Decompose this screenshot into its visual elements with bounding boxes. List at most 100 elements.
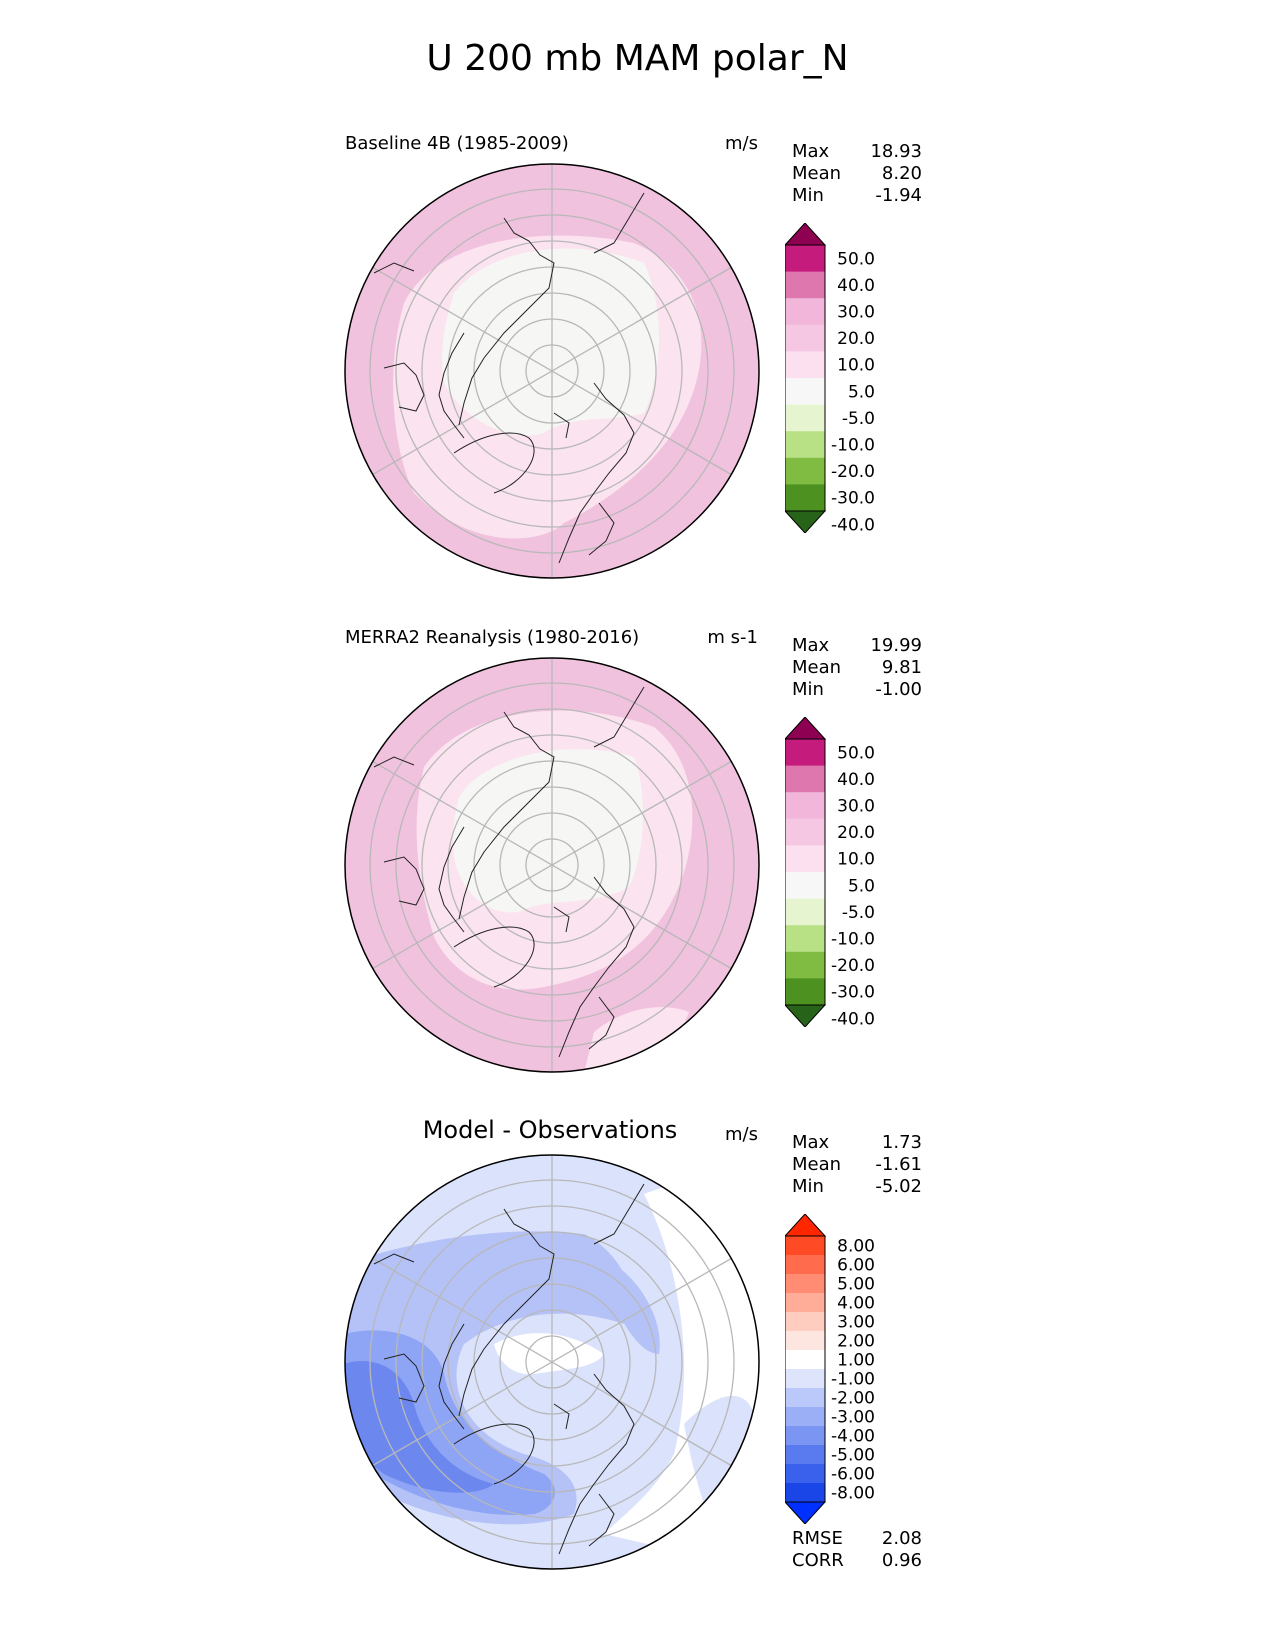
metric-value: 2.08 bbox=[881, 1528, 922, 1549]
colorbar-tick-label: -5.0 bbox=[842, 903, 875, 923]
polar-map-merra2 bbox=[344, 657, 760, 1073]
colorbar-segment bbox=[785, 739, 825, 767]
colorbar-tick-label: 3.00 bbox=[837, 1313, 875, 1333]
colorbar-tick-label: -1.00 bbox=[831, 1370, 875, 1390]
colorbar-segment bbox=[785, 484, 825, 512]
colorbar-extension-max bbox=[785, 1214, 827, 1237]
colorbar-tick-label: 5.0 bbox=[848, 876, 875, 896]
colorbar-segment bbox=[785, 1312, 825, 1332]
stat-label: Mean bbox=[792, 163, 842, 184]
map-boundary bbox=[344, 163, 760, 579]
colorbar-segment bbox=[785, 298, 825, 326]
stat-value: 1.73 bbox=[881, 1132, 922, 1153]
units-label: m/s bbox=[725, 133, 758, 154]
colorbar-tick-label: -20.0 bbox=[831, 956, 875, 976]
field-band-inner bbox=[442, 248, 659, 436]
colorbar-segment bbox=[785, 457, 825, 485]
colorbar-segment bbox=[785, 431, 825, 459]
units-label: m/s bbox=[725, 1124, 758, 1145]
colorbar-tick-label: 6.00 bbox=[837, 1256, 875, 1276]
metric-value: 0.96 bbox=[881, 1550, 922, 1571]
colorbar-segment bbox=[785, 1388, 825, 1408]
stat-label: Min bbox=[792, 679, 824, 700]
graticule bbox=[369, 658, 735, 1072]
colorbar-tick-label: -10.0 bbox=[831, 436, 875, 456]
panel-title: MERRA2 Reanalysis (1980-2016) bbox=[345, 627, 640, 648]
colorbar-segment bbox=[785, 1293, 825, 1313]
colorbar-tick-label: -5.0 bbox=[842, 409, 875, 429]
colorbar-segment bbox=[785, 1350, 825, 1370]
graticule bbox=[369, 1155, 735, 1569]
colorbar-tick-label: 10.0 bbox=[837, 356, 875, 376]
units-label: m s-1 bbox=[707, 627, 758, 648]
colorbar-outline bbox=[785, 738, 826, 1006]
coastlines bbox=[373, 686, 645, 1058]
colorbar-segment bbox=[785, 378, 825, 406]
colorbar-tick-label: 30.0 bbox=[837, 797, 875, 817]
colorbar-tick-label: 5.0 bbox=[848, 382, 875, 402]
colorbar-segment bbox=[785, 245, 825, 273]
colorbar-segment bbox=[785, 324, 825, 352]
colorbar-extension-max bbox=[785, 223, 827, 246]
stat-label: Min bbox=[792, 185, 824, 206]
stat-value: -5.02 bbox=[875, 1176, 922, 1197]
colorbar-tick-label: -2.00 bbox=[831, 1389, 875, 1409]
stat-value: 18.93 bbox=[870, 141, 922, 162]
panel-difference: Model - Observations m/s Max 1.73 Mean -1.… bbox=[0, 1116, 1275, 1594]
colorbar-tick-label: 50.0 bbox=[837, 743, 875, 763]
colorbar-extension-min bbox=[785, 1501, 827, 1524]
colorbar: 50.0 40.0 30.0 20.0 10.0 5.0 -5.0 -10.0 -20.0 -30… bbox=[785, 717, 875, 1027]
colorbar-segment bbox=[785, 792, 825, 820]
colorbar-tick-label: -20.0 bbox=[831, 462, 875, 482]
colorbar: 50.0 40.0 30.0 20.0 10.0 5.0 -5.0 -10.0 -20.0 -30… bbox=[785, 223, 875, 533]
colorbar-tick-label: 50.0 bbox=[837, 249, 875, 269]
colorbar-extension-max bbox=[785, 717, 827, 740]
field-band-southeast bbox=[684, 1395, 754, 1504]
colorbar-tick-label: -10.0 bbox=[831, 930, 875, 950]
colorbar-tick-label: -4.00 bbox=[831, 1427, 875, 1447]
colorbar-segment bbox=[785, 951, 825, 979]
colorbar: 8.006.005.004.003.002.001.00-1.00-2.00-3… bbox=[785, 1214, 875, 1524]
metric-label: CORR bbox=[792, 1550, 844, 1571]
colorbar-segment bbox=[785, 351, 825, 379]
colorbar-segment bbox=[785, 845, 825, 873]
colorbar-tick-label: -3.00 bbox=[831, 1408, 875, 1428]
panel-merra2: MERRA2 Reanalysis (1980-2016) m s-1 Max 1… bbox=[0, 627, 1275, 1097]
metric-label: RMSE bbox=[792, 1528, 843, 1549]
colorbar-segment bbox=[785, 1369, 825, 1389]
colorbar-tick-label: -40.0 bbox=[831, 1009, 875, 1027]
stat-label: Max bbox=[792, 141, 830, 162]
colorbar-segment bbox=[785, 978, 825, 1006]
stat-label: Max bbox=[792, 1132, 830, 1153]
colorbar-tick-label: 30.0 bbox=[837, 303, 875, 323]
polar-map-baseline bbox=[344, 163, 760, 579]
colorbar-segment bbox=[785, 818, 825, 846]
colorbar-segment bbox=[785, 1464, 825, 1484]
colorbar-segment bbox=[785, 1274, 825, 1294]
colorbar-tick-label: 40.0 bbox=[837, 276, 875, 296]
figure-title: U 200 mb MAM polar_N bbox=[426, 38, 849, 79]
graticule bbox=[369, 164, 735, 578]
colorbar-segment bbox=[785, 1331, 825, 1351]
field-band-center bbox=[494, 1333, 604, 1375]
colorbar-segment bbox=[785, 925, 825, 953]
panel-title: Model - Observations bbox=[422, 1116, 678, 1144]
colorbar-segment bbox=[785, 1407, 825, 1427]
colorbar-tick-label: 8.00 bbox=[837, 1237, 875, 1257]
colorbar-tick-label: -8.00 bbox=[831, 1484, 875, 1504]
colorbar-tick-label: 20.0 bbox=[837, 823, 875, 843]
map-boundary bbox=[344, 1154, 760, 1570]
stat-value: -1.94 bbox=[875, 185, 922, 206]
colorbar-tick-label: -5.00 bbox=[831, 1446, 875, 1466]
stat-value: -1.61 bbox=[875, 1154, 922, 1175]
polar-map-difference bbox=[344, 1154, 760, 1570]
panel-title: Baseline 4B (1985-2009) bbox=[345, 133, 569, 154]
colorbar-tick-label: -30.0 bbox=[831, 489, 875, 509]
colorbar-tick-label: -6.00 bbox=[831, 1465, 875, 1485]
stats-box: Max 19.99 Mean 9.81 Min -1.00 bbox=[792, 635, 922, 701]
colorbar-tick-label: -30.0 bbox=[831, 983, 875, 1003]
colorbar-outline bbox=[785, 244, 826, 512]
colorbar-segment bbox=[785, 404, 825, 432]
stat-value: 19.99 bbox=[870, 635, 922, 656]
stat-label: Mean bbox=[792, 1154, 842, 1175]
